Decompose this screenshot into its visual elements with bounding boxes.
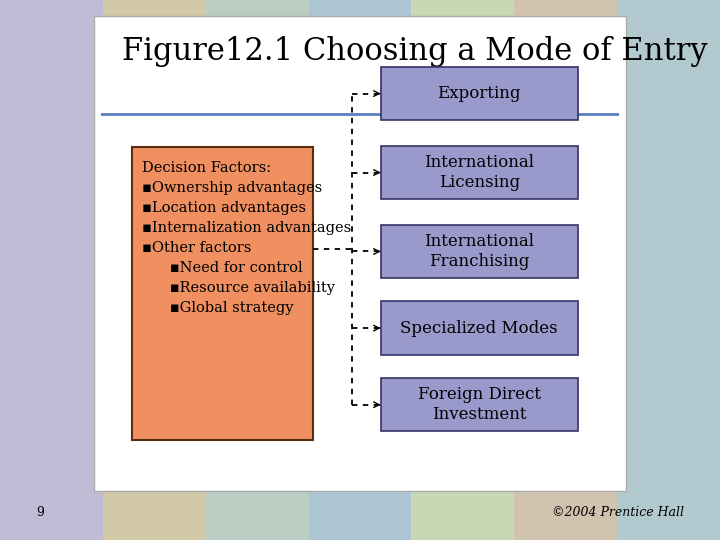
Bar <box>381 378 577 431</box>
Text: International
Licensing: International Licensing <box>424 154 534 191</box>
Text: Figure12.1 Choosing a Mode of Entry: Figure12.1 Choosing a Mode of Entry <box>122 36 707 66</box>
Text: International
Franchising: International Franchising <box>424 233 534 270</box>
Bar <box>309 0 411 540</box>
Bar <box>411 0 514 540</box>
Bar <box>381 67 577 120</box>
Text: Specialized Modes: Specialized Modes <box>400 320 558 336</box>
Bar <box>381 301 577 355</box>
Bar <box>381 225 577 278</box>
Bar <box>206 0 309 540</box>
Bar <box>103 0 206 540</box>
Text: Decision Factors:
▪Ownership advantages
▪Location advantages
▪Internalization ad: Decision Factors: ▪Ownership advantages … <box>143 161 351 315</box>
Text: Foreign Direct
Investment: Foreign Direct Investment <box>418 387 541 423</box>
Bar <box>132 147 313 440</box>
Bar <box>617 0 720 540</box>
Bar <box>0 0 103 540</box>
Bar <box>381 146 577 199</box>
Bar <box>514 0 617 540</box>
Text: ©2004 Prentice Hall: ©2004 Prentice Hall <box>552 507 684 519</box>
Text: 9: 9 <box>36 507 44 519</box>
Text: Exporting: Exporting <box>438 85 521 102</box>
